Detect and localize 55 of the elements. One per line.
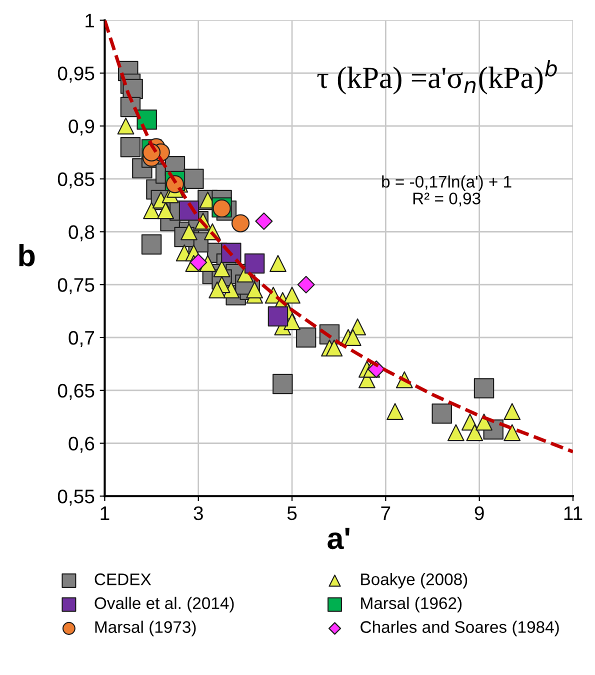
point <box>255 212 273 230</box>
y-tick-label: 1 <box>86 14 94 28</box>
point <box>244 253 265 274</box>
y-axis-title: b <box>19 244 35 266</box>
annotation: τ (kPa) =a'σ$_{n}$(kPa)$^{b}$ <box>317 60 557 94</box>
point <box>141 234 162 255</box>
point <box>143 202 160 220</box>
legend-label: CEDEX <box>94 573 152 586</box>
y-tick-label: 0,9 <box>68 119 94 136</box>
x-tick-label: 7 <box>381 506 390 520</box>
legend-label: Marsal (1973) <box>95 620 196 636</box>
x-tick-label: 3 <box>194 506 203 520</box>
legend-label: Ovalle et al. (2014) <box>94 596 234 612</box>
point <box>190 254 208 272</box>
y-tick-label: 0,55 <box>58 490 94 506</box>
y-tick-label: 0,95 <box>58 66 94 83</box>
point <box>386 403 404 420</box>
point <box>268 306 288 326</box>
point <box>157 202 174 220</box>
point <box>272 374 293 394</box>
point <box>344 329 362 346</box>
annotation: b = -0,17ln(a') + 1 R² = 0,93 <box>382 175 512 206</box>
point <box>296 327 316 348</box>
y-tick-label: 0,65 <box>58 384 94 400</box>
point <box>117 118 134 134</box>
x-axis-title: a' <box>328 528 350 550</box>
point <box>447 424 464 442</box>
point <box>432 404 452 424</box>
point <box>284 313 300 330</box>
x-tick-label: 9 <box>474 506 484 520</box>
legend-label: Marsal (1962) <box>361 596 462 612</box>
y-tick-label: 0,7 <box>68 330 94 348</box>
point <box>474 378 494 398</box>
y-tick-label: 0,75 <box>58 278 94 294</box>
point <box>297 276 315 294</box>
point <box>246 281 264 298</box>
point <box>184 168 204 189</box>
legend-label: Boakye (2008) <box>361 572 468 589</box>
point <box>284 286 300 304</box>
point <box>326 340 343 357</box>
x-tick-label: 5 <box>287 506 297 520</box>
y-tick-label: 0,6 <box>68 436 94 453</box>
point <box>231 214 250 232</box>
x-tick-label: 1 <box>100 506 110 520</box>
y-tick-label: 0,8 <box>68 225 94 242</box>
point <box>208 281 226 298</box>
point <box>504 424 521 442</box>
point <box>466 424 484 442</box>
point <box>504 403 521 420</box>
point <box>270 255 286 272</box>
point <box>120 137 141 158</box>
x-tick-label: 11 <box>564 506 582 520</box>
y-tick-label: 0,85 <box>58 172 94 188</box>
legend-label: Charles and Soares (1984) <box>360 620 559 636</box>
point <box>213 260 230 278</box>
